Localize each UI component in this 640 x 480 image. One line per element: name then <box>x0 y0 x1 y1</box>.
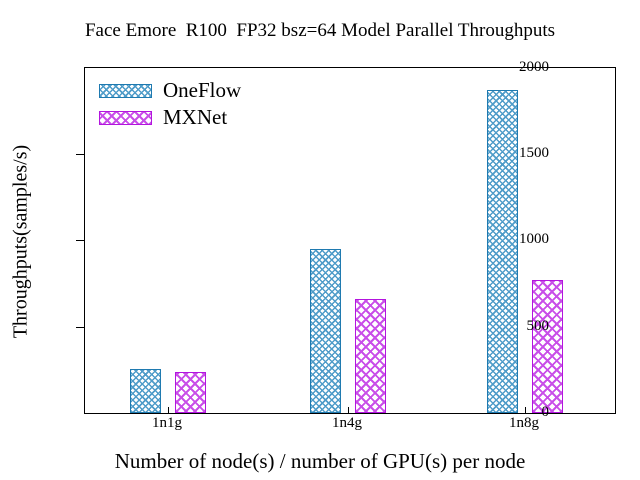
legend: OneFlow MXNet <box>99 77 241 131</box>
bar-mxnet-1n4g <box>355 299 386 413</box>
mxnet-swatch-icon <box>99 110 152 125</box>
y-tick-label: 1500 <box>519 145 549 161</box>
y-tick-1500 <box>76 154 85 155</box>
x-tick-label: 1n4g <box>332 415 362 431</box>
y-tick-label: 1000 <box>519 231 549 247</box>
x-tick-label: 1n8g <box>509 415 539 431</box>
bar-oneflow-1n4g <box>310 249 341 413</box>
y-tick-label: 0 <box>541 404 550 420</box>
bar-mxnet-1n1g <box>175 372 206 413</box>
bar-oneflow-1n1g <box>130 369 161 413</box>
x-tick-1n8g <box>525 407 526 413</box>
legend-label-oneflow: OneFlow <box>163 78 242 102</box>
bar-oneflow-1n8g <box>487 90 518 413</box>
plot-area: OneFlow MXNet <box>76 67 616 414</box>
oneflow-swatch-icon <box>99 83 152 98</box>
x-tick-1n4g <box>348 407 349 413</box>
y-tick-500 <box>76 327 85 328</box>
x-axis-label: Number of node(s) / number of GPU(s) per… <box>114 449 526 473</box>
y-tick-label: 2000 <box>519 59 549 75</box>
legend-label-mxnet: MXNet <box>163 105 228 129</box>
legend-entry-oneflow: OneFlow <box>99 77 241 104</box>
x-tick-label: 1n1g <box>152 415 182 431</box>
y-tick-label: 500 <box>526 318 550 334</box>
chart-title: Face Emore R100 FP32 bsz=64 Model Parall… <box>84 20 555 41</box>
legend-entry-mxnet: MXNet <box>99 104 241 131</box>
y-axis-label: Throughputs(samples/s) <box>9 144 32 339</box>
bar-mxnet-1n8g <box>532 280 563 413</box>
y-tick-1000 <box>76 240 85 241</box>
x-tick-1n1g <box>168 407 169 413</box>
